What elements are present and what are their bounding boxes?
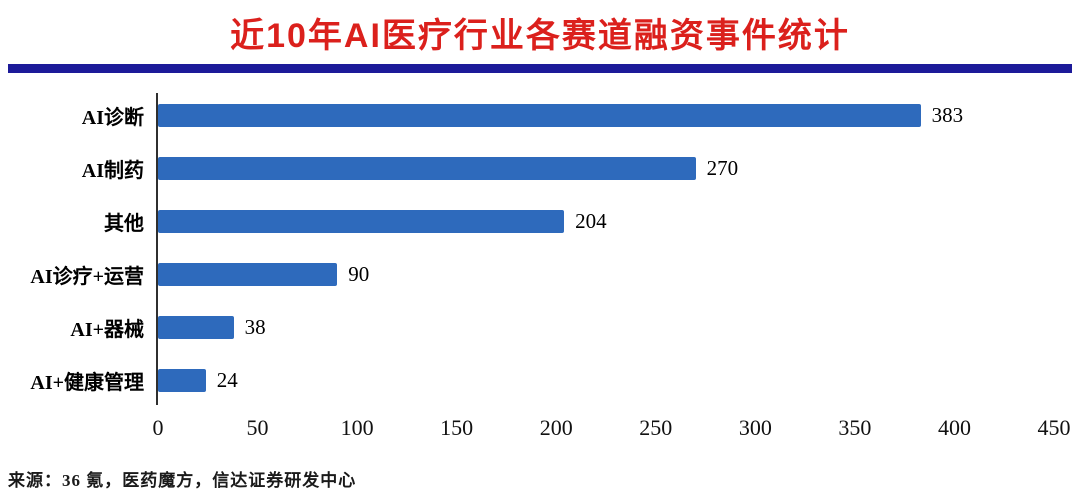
- bar-track: 383: [158, 89, 1054, 142]
- title-underline: [8, 64, 1072, 73]
- x-tick-label: 400: [937, 415, 971, 440]
- x-tick-label: 50: [246, 415, 269, 440]
- chart-title: 近10年AI医疗行业各赛道融资事件统计: [230, 17, 850, 55]
- bar-track: 204: [158, 195, 1054, 248]
- category-label: 其他: [104, 213, 144, 235]
- bar: [158, 210, 565, 233]
- category-label: AI诊断: [81, 107, 144, 129]
- category-label: AI+器械: [70, 319, 144, 341]
- source-note: 来源：36 氪，医药魔方，信达证券研发中心: [8, 471, 357, 490]
- x-tick-label: 200: [539, 415, 573, 440]
- bar: [158, 369, 206, 392]
- value-label: 383: [931, 103, 964, 127]
- bar-rows: AI诊断 383 AI制药 270 其他 204 AI诊疗+运营 90 AI+器械 38 AI+健康…: [8, 89, 1054, 407]
- chart-row: 其他 204: [8, 195, 1054, 248]
- value-label: 24: [216, 368, 238, 392]
- bar: [158, 157, 696, 180]
- bar: [158, 104, 921, 127]
- bar-chart: AI诊断 383 AI制药 270 其他 204 AI诊疗+运营 90 AI+器械 38 AI+健康…: [0, 89, 1080, 447]
- bar: [158, 316, 234, 339]
- chart-row: AI+健康管理 24: [8, 354, 1054, 407]
- bar-track: 90: [158, 248, 1054, 301]
- bar-track: 270: [158, 142, 1054, 195]
- chart-row: AI诊疗+运营 90: [8, 248, 1054, 301]
- bar-track: 24: [158, 354, 1054, 407]
- chart-row: AI诊断 383: [8, 89, 1054, 142]
- category-label: AI+健康管理: [30, 372, 144, 394]
- chart-row: AI+器械 38: [8, 301, 1054, 354]
- bar: [158, 263, 338, 286]
- x-axis: 0 50 100 150 200 250 300 350 400 450: [153, 413, 1071, 447]
- category-label: AI制药: [81, 160, 144, 182]
- bar-track: 38: [158, 301, 1054, 354]
- chart-page: 近10年AI医疗行业各赛道融资事件统计 AI诊断 383 AI制药 270 其他 204 A…: [0, 8, 1080, 493]
- x-tick-label: 100: [340, 415, 374, 440]
- value-label: 90: [348, 262, 370, 286]
- x-tick-label: 300: [738, 415, 772, 440]
- x-tick-label: 150: [440, 415, 474, 440]
- value-label: 270: [706, 156, 739, 180]
- chart-row: AI制药 270: [8, 142, 1054, 195]
- x-tick-label: 0: [152, 415, 164, 440]
- value-label: 38: [244, 315, 266, 339]
- value-label: 204: [575, 209, 607, 233]
- x-tick-label: 350: [838, 415, 872, 440]
- category-label: AI诊疗+运营: [30, 266, 144, 288]
- x-tick-label: 450: [1037, 415, 1071, 440]
- x-tick-label: 250: [639, 415, 673, 440]
- y-axis-line: [156, 93, 158, 405]
